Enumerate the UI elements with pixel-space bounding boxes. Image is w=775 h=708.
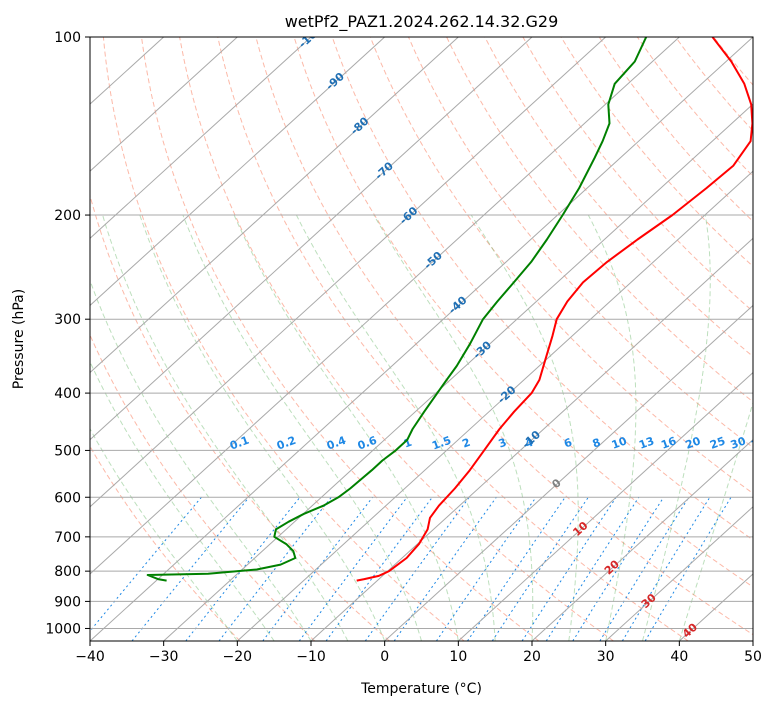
isotherm-line <box>90 37 533 441</box>
mixing-ratio-label: 6 <box>562 436 574 451</box>
x-tick-label: 40 <box>670 649 688 665</box>
x-tick-label: −20 <box>223 649 253 665</box>
mixing-ratio-label: 0.4 <box>325 434 348 453</box>
moist-adiabat-line <box>587 214 637 641</box>
dry-adiabat-line <box>102 37 465 641</box>
mixing-ratio-label: 0.6 <box>356 434 379 453</box>
dry-adiabat-line <box>90 445 241 641</box>
isotherm-line <box>163 103 753 641</box>
dry-adiabat-line <box>446 37 753 403</box>
mixing-ratio-label: 10 <box>610 434 629 452</box>
mixing-ratio-line <box>325 496 433 641</box>
x-tick-label: 30 <box>597 649 615 665</box>
isotherm-line <box>90 37 607 508</box>
profile-line <box>146 37 648 582</box>
isotherm-line <box>90 37 386 307</box>
x-tick-label: −30 <box>149 649 179 665</box>
isotherm-line <box>90 37 312 240</box>
moist-adiabat-line <box>295 214 496 641</box>
moist-adiabat-line <box>182 214 422 641</box>
moist-adiabat-line <box>678 401 753 641</box>
mixing-ratio-label: 1.5 <box>430 434 453 453</box>
dry-adiabat-line <box>90 333 316 641</box>
mixing-ratio-label: 1 <box>402 436 414 451</box>
y-tick-label: 500 <box>54 443 81 459</box>
mixing-ratio-label: 0.2 <box>275 434 298 453</box>
mixing-ratio-line <box>644 497 732 641</box>
mixing-ratio-line <box>435 497 537 641</box>
x-tick-label: −40 <box>75 649 105 665</box>
moist-adiabat-line <box>139 214 386 641</box>
dry-adiabat-line <box>369 37 753 495</box>
isotherm-line <box>90 37 753 641</box>
mixing-ratio-label: 20 <box>684 434 703 452</box>
y-tick-label: 300 <box>54 312 81 328</box>
y-tick-label: 200 <box>54 208 81 224</box>
plot-frame <box>89 36 754 642</box>
y-axis-label: Pressure (hPa) <box>11 289 27 389</box>
mixing-ratio-line <box>90 496 202 632</box>
moist-adiabat-line <box>470 214 579 641</box>
x-tick-label: 0 <box>380 649 389 665</box>
mixing-ratio-label: 3 <box>497 436 509 451</box>
x-tick-label: 10 <box>449 649 467 665</box>
y-tick-label: 400 <box>54 386 81 402</box>
isotherm-line <box>531 438 753 641</box>
mixing-ratio-label: 2 <box>461 436 473 451</box>
mixing-ratio-label: 4 <box>523 436 535 451</box>
mixing-ratio-label: 16 <box>659 434 678 452</box>
moist-adiabat-line <box>642 214 711 641</box>
x-tick-label: −10 <box>296 649 326 665</box>
mixing-ratio-label: 36 <box>749 434 768 452</box>
isotherm-line <box>90 37 238 172</box>
dry-adiabat-line <box>141 37 540 641</box>
mixing-ratio-label: 0.1 <box>228 434 251 453</box>
mixing-ratio-label: 8 <box>591 436 603 451</box>
mixing-ratio-line <box>521 497 617 641</box>
mixing-ratio-line <box>491 497 589 641</box>
profile-series <box>146 37 753 582</box>
moist-adiabat-line <box>90 279 312 641</box>
dry-adiabat-line <box>293 37 753 588</box>
mixing-ratio-line <box>298 496 408 641</box>
mixing-ratio-label: 25 <box>708 434 727 451</box>
mixing-ratio-line <box>131 496 250 641</box>
isotherm-line <box>90 37 459 374</box>
x-tick-label: 50 <box>744 649 762 665</box>
mixing-ratio-line <box>364 497 470 641</box>
dry-adiabat-line <box>217 37 689 641</box>
mixing-ratio-line <box>393 497 497 641</box>
isotherm-line <box>605 506 753 641</box>
dry-adiabat-line <box>179 37 614 641</box>
isotherm-line <box>90 37 680 575</box>
mixing-ratio-label: 13 <box>637 434 656 451</box>
axis-ticks: −40 −30 −20 −10 0 10 20 30 40 50 1000 900 800 700 600 5… <box>45 30 762 665</box>
y-tick-label: 800 <box>54 564 81 580</box>
y-tick-label: 600 <box>54 490 81 506</box>
dry-adiabat-line <box>522 37 753 313</box>
y-tick-label: 100 <box>54 30 81 46</box>
isotherm-line <box>457 371 753 641</box>
profile-line <box>356 37 753 582</box>
x-axis-label: Temperature (°C) <box>360 681 482 697</box>
mixing-ratio-label: 30 <box>729 434 748 452</box>
y-tick-label: 900 <box>54 594 81 610</box>
background-grid-lines <box>90 37 753 641</box>
y-tick-label: 700 <box>54 530 81 546</box>
isotherm-line <box>384 304 753 641</box>
x-tick-label: 20 <box>523 649 541 665</box>
isotherm-line <box>236 170 753 641</box>
chart-title: wetPf2_PAZ1.2024.262.14.32.G29 <box>285 12 559 32</box>
y-tick-label: 1000 <box>45 621 81 637</box>
